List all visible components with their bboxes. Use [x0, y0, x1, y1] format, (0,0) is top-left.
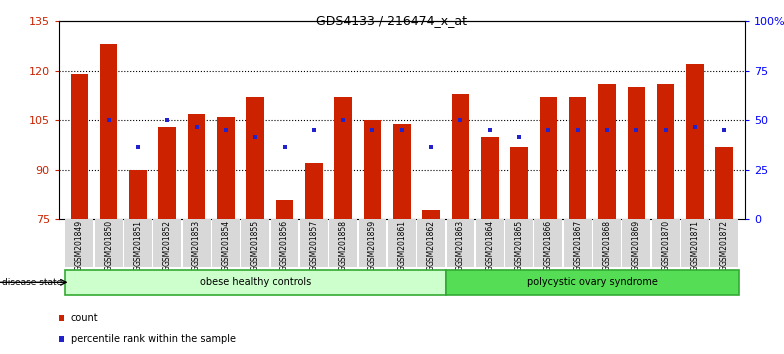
Bar — [539, 97, 557, 219]
Bar — [183, 219, 211, 267]
Bar — [476, 219, 503, 267]
Bar — [64, 270, 446, 295]
Text: GSM201862: GSM201862 — [426, 221, 436, 266]
Bar — [681, 219, 709, 267]
Text: GDS4133 / 216474_x_at: GDS4133 / 216474_x_at — [317, 14, 467, 27]
Text: GSM201851: GSM201851 — [133, 221, 143, 266]
Text: GSM201850: GSM201850 — [104, 220, 113, 267]
Text: GSM201866: GSM201866 — [544, 220, 553, 267]
Bar — [329, 219, 357, 267]
Text: GSM201870: GSM201870 — [661, 220, 670, 267]
Text: GSM201849: GSM201849 — [74, 220, 84, 267]
Bar — [241, 219, 269, 267]
Bar — [71, 74, 88, 219]
Text: GSM201863: GSM201863 — [456, 220, 465, 267]
Text: GSM201857: GSM201857 — [310, 220, 318, 267]
Bar — [652, 219, 680, 267]
Bar — [95, 219, 122, 267]
Bar — [716, 147, 733, 219]
Bar — [481, 137, 499, 219]
Text: GSM201865: GSM201865 — [514, 220, 524, 267]
Bar — [505, 219, 533, 267]
Text: GSM201868: GSM201868 — [603, 221, 612, 266]
Text: GSM201859: GSM201859 — [368, 220, 377, 267]
Bar — [423, 210, 440, 219]
Text: percentile rank within the sample: percentile rank within the sample — [71, 334, 235, 344]
Text: count: count — [71, 313, 98, 323]
Bar — [212, 219, 240, 267]
Text: GSM201856: GSM201856 — [280, 220, 289, 267]
Bar — [598, 84, 615, 219]
Bar — [305, 163, 323, 219]
Bar — [447, 219, 474, 267]
Text: GSM201855: GSM201855 — [251, 220, 260, 267]
Bar — [710, 219, 739, 267]
Bar — [188, 114, 205, 219]
Text: GSM201871: GSM201871 — [691, 221, 699, 266]
Bar — [100, 44, 118, 219]
Bar — [358, 219, 387, 267]
Text: GSM201852: GSM201852 — [163, 221, 172, 266]
Bar — [217, 117, 234, 219]
Bar — [569, 97, 586, 219]
Text: polycystic ovary syndrome: polycystic ovary syndrome — [527, 277, 658, 287]
Text: GSM201867: GSM201867 — [573, 220, 583, 267]
Bar — [686, 64, 704, 219]
Text: obese healthy controls: obese healthy controls — [200, 277, 310, 287]
Bar — [154, 219, 181, 267]
Bar — [124, 219, 152, 267]
Bar — [446, 270, 739, 295]
Bar — [65, 219, 93, 267]
Bar — [393, 124, 411, 219]
Text: GSM201861: GSM201861 — [397, 221, 406, 266]
Bar — [535, 219, 562, 267]
Bar — [657, 84, 674, 219]
Text: GSM201853: GSM201853 — [192, 220, 201, 267]
Text: disease state: disease state — [2, 278, 63, 287]
Text: GSM201854: GSM201854 — [221, 220, 230, 267]
Bar — [417, 219, 445, 267]
Text: GSM201864: GSM201864 — [485, 220, 494, 267]
Bar — [300, 219, 328, 267]
Text: GSM201872: GSM201872 — [720, 221, 729, 266]
Text: GSM201858: GSM201858 — [339, 221, 347, 266]
Bar — [364, 120, 381, 219]
Bar — [510, 147, 528, 219]
Bar — [334, 97, 352, 219]
Bar — [388, 219, 416, 267]
Bar — [246, 97, 264, 219]
Bar — [622, 219, 650, 267]
Bar — [564, 219, 592, 267]
Bar — [452, 94, 470, 219]
Bar — [158, 127, 176, 219]
Bar — [593, 219, 621, 267]
Bar — [129, 170, 147, 219]
Bar — [270, 219, 299, 267]
Text: GSM201869: GSM201869 — [632, 220, 641, 267]
Bar — [276, 200, 293, 219]
Bar — [627, 87, 645, 219]
